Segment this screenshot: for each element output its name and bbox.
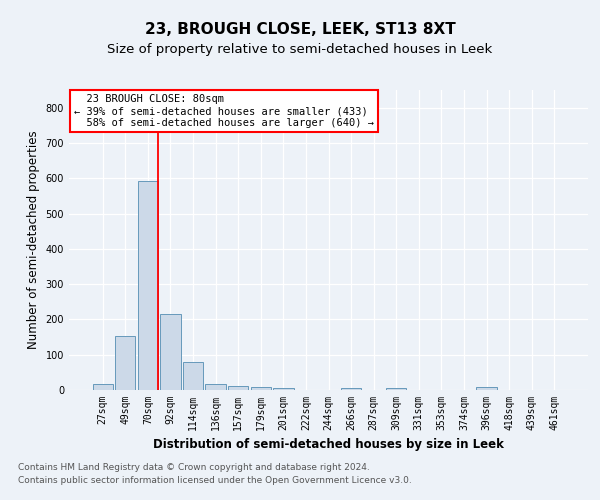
Bar xyxy=(115,336,136,390)
Text: Size of property relative to semi-detached houses in Leek: Size of property relative to semi-detach… xyxy=(107,42,493,56)
Text: Contains HM Land Registry data © Crown copyright and database right 2024.: Contains HM Land Registry data © Crown c… xyxy=(18,462,370,471)
Bar xyxy=(228,386,248,390)
Bar xyxy=(476,387,497,390)
Text: 23 BROUGH CLOSE: 80sqm
← 39% of semi-detached houses are smaller (433)
  58% of : 23 BROUGH CLOSE: 80sqm ← 39% of semi-det… xyxy=(74,94,374,128)
Bar xyxy=(251,387,271,390)
Bar xyxy=(341,388,361,390)
Bar xyxy=(205,384,226,390)
Text: 23, BROUGH CLOSE, LEEK, ST13 8XT: 23, BROUGH CLOSE, LEEK, ST13 8XT xyxy=(145,22,455,38)
Text: Contains public sector information licensed under the Open Government Licence v3: Contains public sector information licen… xyxy=(18,476,412,485)
Bar xyxy=(92,384,113,390)
Bar xyxy=(273,388,293,390)
Bar xyxy=(138,180,158,390)
X-axis label: Distribution of semi-detached houses by size in Leek: Distribution of semi-detached houses by … xyxy=(153,438,504,452)
Bar xyxy=(183,362,203,390)
Y-axis label: Number of semi-detached properties: Number of semi-detached properties xyxy=(27,130,40,350)
Bar xyxy=(386,388,406,390)
Bar xyxy=(160,314,181,390)
